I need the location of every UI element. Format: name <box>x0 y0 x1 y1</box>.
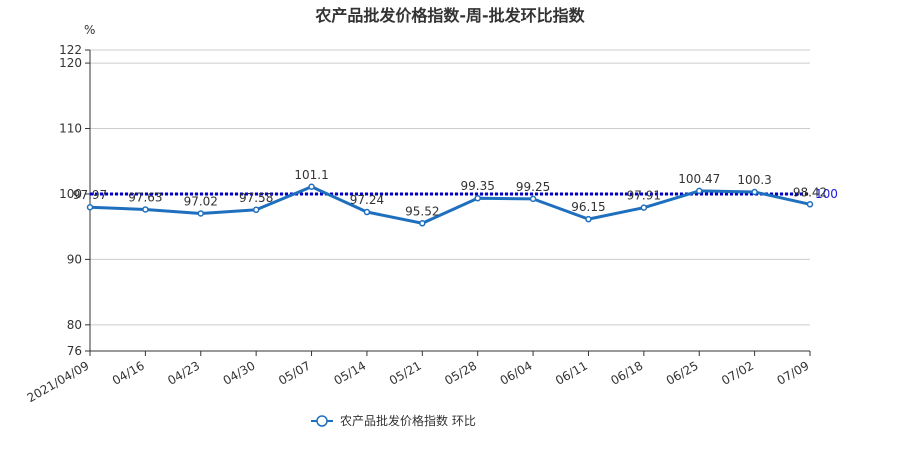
data-label: 99.35 <box>461 179 495 193</box>
legend-entry-label: 农产品批发价格指数 环比 <box>340 413 476 428</box>
x-tick-label: 05/07 <box>276 358 313 387</box>
legend-marker-icon <box>316 415 328 427</box>
data-point[interactable] <box>474 194 481 202</box>
data-label: 97.02 <box>184 194 218 208</box>
data-point[interactable] <box>86 203 94 211</box>
x-tick-label: 06/18 <box>608 358 645 387</box>
y-tick-label: 90 <box>67 252 82 266</box>
y-axis-unit: % <box>84 23 95 37</box>
y-tick-label: 80 <box>67 318 82 332</box>
x-tick-label: 06/11 <box>553 358 590 387</box>
data-label: 99.25 <box>516 180 550 194</box>
chart-title: 农产品批发价格指数-周-批发环比指数 <box>314 6 585 25</box>
data-labels: 97.97 97.63 97.02 97.58 101.1 97.24 95.52 99.35… <box>73 168 827 219</box>
data-point[interactable] <box>419 220 426 227</box>
data-point[interactable] <box>806 201 814 208</box>
data-point[interactable] <box>751 188 758 196</box>
x-tick-label: 05/14 <box>331 358 368 387</box>
y-tick-label: 122 <box>59 43 82 57</box>
data-label: 100.47 <box>678 172 720 186</box>
y-tick-label: 100 <box>59 187 82 201</box>
grid-lines <box>90 49 810 326</box>
data-point[interactable] <box>142 206 149 213</box>
x-tick-label: 2021/04/09 <box>25 358 92 405</box>
data-point[interactable] <box>308 183 315 191</box>
data-label: 101.1 <box>294 168 328 182</box>
data-point[interactable] <box>585 215 592 223</box>
data-label: 97.63 <box>128 190 162 204</box>
x-tick-label: 04/23 <box>165 358 202 387</box>
series-polyline <box>89 185 811 225</box>
data-label: 97.97 <box>73 188 107 202</box>
data-label: 97.91 <box>627 189 661 203</box>
y-tick-label: 120 <box>59 56 82 70</box>
y-tick-label: 76 <box>67 344 82 358</box>
data-point[interactable] <box>529 195 537 203</box>
data-label: 97.24 <box>350 193 384 207</box>
data-label: 100.3 <box>737 173 771 187</box>
x-tick-label: 05/28 <box>442 358 479 387</box>
data-point[interactable] <box>363 208 371 216</box>
x-tick-label: 07/02 <box>719 358 756 387</box>
x-tick-label: 07/09 <box>775 358 812 387</box>
axes <box>85 49 811 356</box>
y-tick-label: 110 <box>59 122 82 136</box>
x-tick-label: 04/30 <box>221 358 258 387</box>
x-tick-label: 06/04 <box>498 358 535 387</box>
series-line <box>89 185 811 225</box>
x-tick-label: 06/25 <box>664 358 701 387</box>
data-label: 95.52 <box>405 204 439 218</box>
legend[interactable]: 农产品批发价格指数 环比 <box>311 413 476 428</box>
data-point[interactable] <box>640 204 648 211</box>
data-label: 96.15 <box>571 200 605 214</box>
data-points <box>86 183 814 227</box>
data-point[interactable] <box>197 210 205 217</box>
data-point[interactable] <box>252 206 260 214</box>
x-tick-label: 05/21 <box>387 358 424 387</box>
x-tick-label: 04/16 <box>110 358 147 387</box>
reference-line-label: 100 <box>815 187 838 201</box>
data-label: 97.58 <box>239 191 273 205</box>
data-point[interactable] <box>695 187 703 195</box>
x-tick-labels: 2021/04/09 04/16 04/23 04/30 05/07 05/14 05/21… <box>25 358 812 405</box>
data-label: 98.42 <box>793 185 827 199</box>
